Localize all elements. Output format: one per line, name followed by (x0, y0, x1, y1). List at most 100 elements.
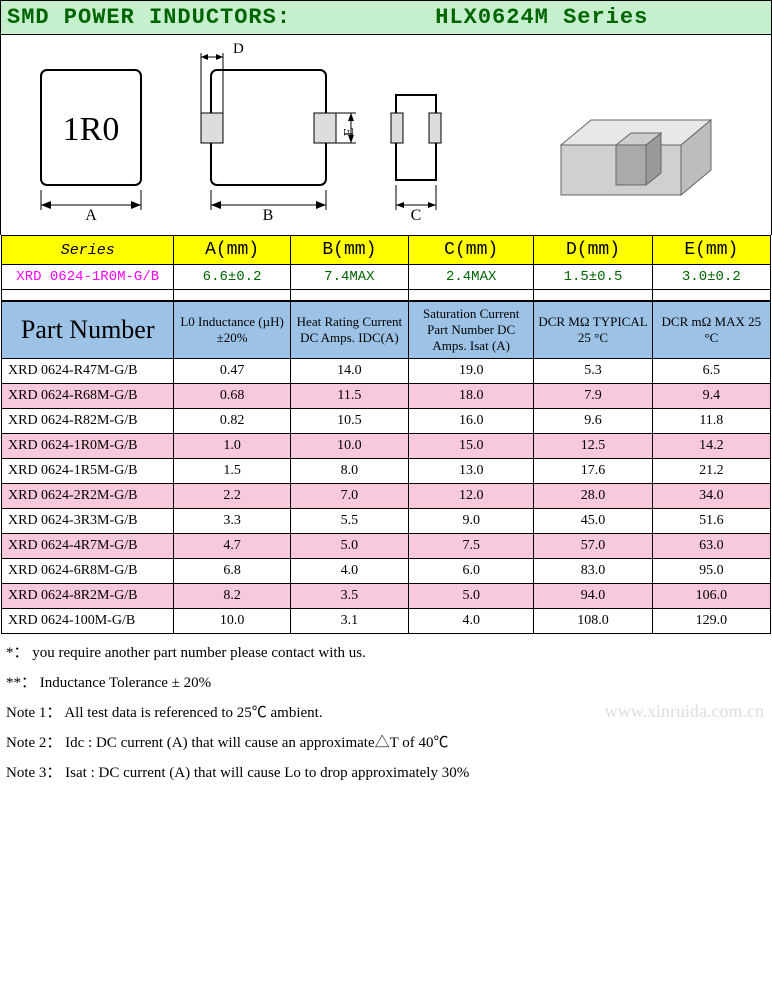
note-line: Note 2： Idc : DC current (A) that will c… (6, 728, 766, 758)
spec-cell: 28.0 (534, 484, 652, 509)
spec-cell: 7.0 (290, 484, 408, 509)
spec-cell: 1.5 (174, 459, 290, 484)
spec-cell: 15.0 (409, 434, 534, 459)
spec-cell: 1.0 (174, 434, 290, 459)
spec-partno: XRD 0624-1R5M-G/B (2, 459, 174, 484)
spec-cell: 45.0 (534, 509, 652, 534)
dim-a: 6.6±0.2 (174, 265, 290, 290)
spec-partno: XRD 0624-100M-G/B (2, 609, 174, 634)
dim-header-c: C(mm) (409, 236, 534, 265)
spec-cell: 3.1 (290, 609, 408, 634)
dim-d: 1.5±0.5 (534, 265, 652, 290)
spec-header-idc: Heat Rating Current DC Amps. IDC(A) (290, 302, 408, 359)
title-left: SMD POWER INDUCTORS: (7, 5, 291, 30)
svg-text:B: B (263, 207, 274, 224)
spec-cell: 0.68 (174, 384, 290, 409)
spec-partno: XRD 0624-3R3M-G/B (2, 509, 174, 534)
spec-cell: 129.0 (652, 609, 770, 634)
dim-header-a: A(mm) (174, 236, 290, 265)
spec-cell: 4.7 (174, 534, 290, 559)
title-bar: SMD POWER INDUCTORS: HLX0624M Series (0, 0, 772, 35)
spec-header-isat: Saturation Current Part Number DC Amps. … (409, 302, 534, 359)
spec-cell: 10.0 (174, 609, 290, 634)
spec-cell: 34.0 (652, 484, 770, 509)
spec-cell: 11.8 (652, 409, 770, 434)
spec-cell: 21.2 (652, 459, 770, 484)
spec-partno: XRD 0624-4R7M-G/B (2, 534, 174, 559)
spec-cell: 2.2 (174, 484, 290, 509)
spec-cell: 9.0 (409, 509, 534, 534)
dim-header-b: B(mm) (290, 236, 408, 265)
note-line: Note 3： Isat : DC current (A) that will … (6, 758, 766, 788)
note-line: Note 1： All test data is referenced to 2… (6, 698, 766, 728)
spec-cell: 13.0 (409, 459, 534, 484)
spec-cell: 10.5 (290, 409, 408, 434)
dim-header-series: Series (2, 236, 174, 265)
marking-text: 1R0 (63, 111, 120, 148)
dim-partno: XRD 0624-1R0M-G/B (2, 265, 174, 290)
spec-header-part: Part Number (2, 302, 174, 359)
spec-partno: XRD 0624-R47M-G/B (2, 359, 174, 384)
spec-cell: 10.0 (290, 434, 408, 459)
spec-cell: 18.0 (409, 384, 534, 409)
spec-row: XRD 0624-3R3M-G/B3.35.59.045.051.6 (2, 509, 771, 534)
spec-partno: XRD 0624-1R0M-G/B (2, 434, 174, 459)
svg-text:A: A (85, 207, 97, 224)
spec-cell: 3.3 (174, 509, 290, 534)
spec-row: XRD 0624-4R7M-G/B4.75.07.557.063.0 (2, 534, 771, 559)
spec-table: Part Number L0 Inductance (µH) ±20% Heat… (1, 301, 771, 634)
spec-row: XRD 0624-R47M-G/B0.4714.019.05.36.5 (2, 359, 771, 384)
note-line: *： you require another part number pleas… (6, 638, 766, 668)
spec-row: XRD 0624-R82M-G/B0.8210.516.09.611.8 (2, 409, 771, 434)
spec-row: XRD 0624-8R2M-G/B8.23.55.094.0106.0 (2, 584, 771, 609)
diagram-area: 1R0 A B D E C (0, 35, 772, 235)
spec-cell: 51.6 (652, 509, 770, 534)
spec-cell: 6.8 (174, 559, 290, 584)
spec-cell: 14.0 (290, 359, 408, 384)
svg-text:E: E (342, 128, 357, 137)
dim-header-d: D(mm) (534, 236, 652, 265)
spec-cell: 63.0 (652, 534, 770, 559)
spec-row: XRD 0624-R68M-G/B0.6811.518.07.99.4 (2, 384, 771, 409)
spec-cell: 16.0 (409, 409, 534, 434)
mechanical-diagrams: 1R0 A B D E C (1, 35, 771, 235)
dim-c: 2.4MAX (409, 265, 534, 290)
spec-partno: XRD 0624-2R2M-G/B (2, 484, 174, 509)
dim-b: 7.4MAX (290, 265, 408, 290)
spec-header-dcr-typ: DCR MΩ TYPICAL 25 °C (534, 302, 652, 359)
spec-cell: 7.5 (409, 534, 534, 559)
dim-header-e: E(mm) (652, 236, 770, 265)
spec-cell: 5.0 (290, 534, 408, 559)
spec-header-dcr-max: DCR mΩ MAX 25 °C (652, 302, 770, 359)
spec-cell: 108.0 (534, 609, 652, 634)
spec-cell: 95.0 (652, 559, 770, 584)
spec-cell: 8.2 (174, 584, 290, 609)
spec-cell: 0.82 (174, 409, 290, 434)
spec-cell: 94.0 (534, 584, 652, 609)
spec-partno: XRD 0624-8R2M-G/B (2, 584, 174, 609)
spec-cell: 106.0 (652, 584, 770, 609)
spec-cell: 12.0 (409, 484, 534, 509)
spec-cell: 11.5 (290, 384, 408, 409)
spec-cell: 17.6 (534, 459, 652, 484)
spec-cell: 8.0 (290, 459, 408, 484)
spec-cell: 5.3 (534, 359, 652, 384)
notes-block: www.xinruida.com.cn *： you require anoth… (0, 634, 772, 792)
spec-cell: 57.0 (534, 534, 652, 559)
spec-cell: 14.2 (652, 434, 770, 459)
svg-text:C: C (411, 207, 422, 224)
spec-cell: 5.0 (409, 584, 534, 609)
spec-cell: 0.47 (174, 359, 290, 384)
dimension-table: Series A(mm) B(mm) C(mm) D(mm) E(mm) XRD… (1, 235, 771, 301)
spec-partno: XRD 0624-6R8M-G/B (2, 559, 174, 584)
dim-e: 3.0±0.2 (652, 265, 770, 290)
spec-row: XRD 0624-100M-G/B10.03.14.0108.0129.0 (2, 609, 771, 634)
spec-cell: 83.0 (534, 559, 652, 584)
spec-partno: XRD 0624-R68M-G/B (2, 384, 174, 409)
spec-cell: 6.0 (409, 559, 534, 584)
spec-cell: 4.0 (290, 559, 408, 584)
title-right: HLX0624M Series (435, 5, 648, 30)
spec-cell: 6.5 (652, 359, 770, 384)
spec-cell: 12.5 (534, 434, 652, 459)
spec-partno: XRD 0624-R82M-G/B (2, 409, 174, 434)
